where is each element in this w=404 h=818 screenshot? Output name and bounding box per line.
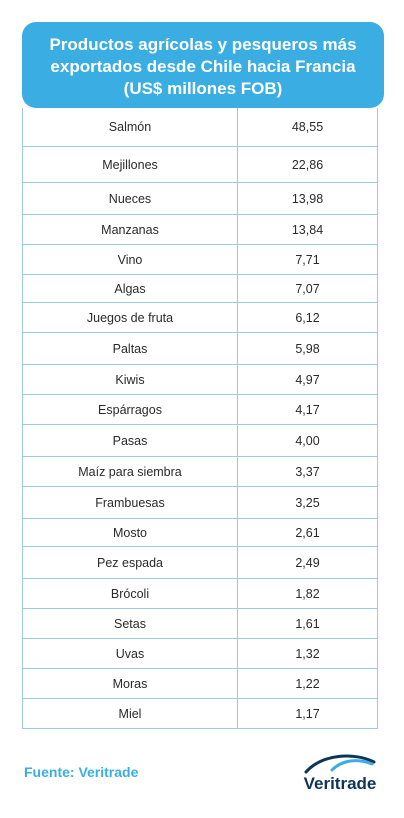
value-cell: 2,49 [295, 555, 320, 570]
value-cell: 4,17 [295, 402, 320, 417]
value-cell: 22,86 [291, 157, 324, 172]
table-row: Kiwis 4,97 [23, 364, 377, 394]
product-cell: Pez espada [23, 547, 238, 578]
product-cell: Nueces [23, 183, 238, 214]
header-line-1: Productos agrícolas y pesqueros más [49, 35, 357, 54]
table-row: Mejillones 22,86 [23, 146, 377, 182]
value-cell: 1,17 [295, 706, 320, 721]
header-line-2: exportados desde Chile hacia Francia [50, 57, 356, 76]
table-row: Espárragos 4,17 [23, 394, 377, 424]
product-cell: Espárragos [23, 395, 238, 424]
value-cell: 1,82 [295, 586, 320, 601]
table-row: Brócoli 1,82 [23, 578, 377, 608]
product-cell: Mosto [23, 519, 238, 546]
table-row: Moras 1,22 [23, 668, 377, 698]
product-cell: Mejillones [23, 147, 238, 182]
value-cell: 13,84 [291, 222, 324, 237]
value-cell: 4,97 [295, 372, 320, 387]
value-cell: 5,98 [295, 341, 320, 356]
value-cell: 6,12 [295, 310, 320, 325]
value-cell: 7,07 [295, 281, 320, 296]
table-row: Uvas 1,32 [23, 638, 377, 668]
table-row: Setas 1,61 [23, 608, 377, 638]
product-cell: Kiwis [23, 365, 238, 394]
table-row: Vino 7,71 [23, 244, 377, 274]
value-cell: 13,98 [291, 191, 324, 206]
product-cell: Frambuesas [23, 487, 238, 518]
table-header: Productos agrícolas y pesqueros más expo… [22, 22, 384, 108]
product-cell: Paltas [23, 333, 238, 364]
product-cell: Algas [23, 275, 238, 302]
table-row: Pasas 4,00 [23, 424, 377, 456]
header-line-3: (US$ millones FOB) [123, 79, 283, 98]
value-cell: 7,71 [295, 252, 320, 267]
product-cell: Juegos de fruta [23, 303, 238, 332]
value-cell: 1,22 [295, 676, 320, 691]
table-row: Maíz para siembra 3,37 [23, 456, 377, 486]
product-cell: Maíz para siembra [23, 457, 238, 486]
product-cell: Setas [23, 609, 238, 638]
table-row: Pez espada 2,49 [23, 546, 377, 578]
data-table: Salmón 48,55 Mejillones 22,86 Nueces 13,98 Man… [22, 108, 378, 729]
product-cell: Salmón [23, 108, 238, 146]
table-row: Paltas 5,98 [23, 332, 377, 364]
value-cell: 4,00 [295, 433, 320, 448]
table-row: Algas 7,07 [23, 274, 377, 302]
product-cell: Moras [23, 669, 238, 698]
product-cell: Manzanas [23, 215, 238, 244]
product-cell: Brócoli [23, 579, 238, 608]
table-row: Juegos de fruta 6,12 [23, 302, 377, 332]
value-cell: 2,61 [295, 525, 320, 540]
table-row: Frambuesas 3,25 [23, 486, 377, 518]
product-cell: Pasas [23, 425, 238, 456]
value-cell: 48,55 [291, 120, 324, 134]
veritrade-logo: Veritrade [290, 752, 390, 802]
logo-swoosh-icon [304, 754, 376, 774]
product-cell: Miel [23, 699, 238, 728]
table-row: Mosto 2,61 [23, 518, 377, 546]
value-cell: 1,61 [295, 616, 320, 631]
value-cell: 1,32 [295, 646, 320, 661]
product-cell: Vino [23, 245, 238, 274]
table-row: Manzanas 13,84 [23, 214, 377, 244]
table-row: Nueces 13,98 [23, 182, 377, 214]
table-row: Miel 1,17 [23, 698, 377, 728]
source-label: Fuente: Veritrade [24, 764, 139, 780]
table-row: Salmón 48,55 [23, 108, 377, 146]
value-cell: 3,25 [295, 495, 320, 510]
value-cell: 3,37 [295, 464, 320, 479]
logo-text: Veritrade [303, 774, 377, 793]
product-cell: Uvas [23, 639, 238, 668]
